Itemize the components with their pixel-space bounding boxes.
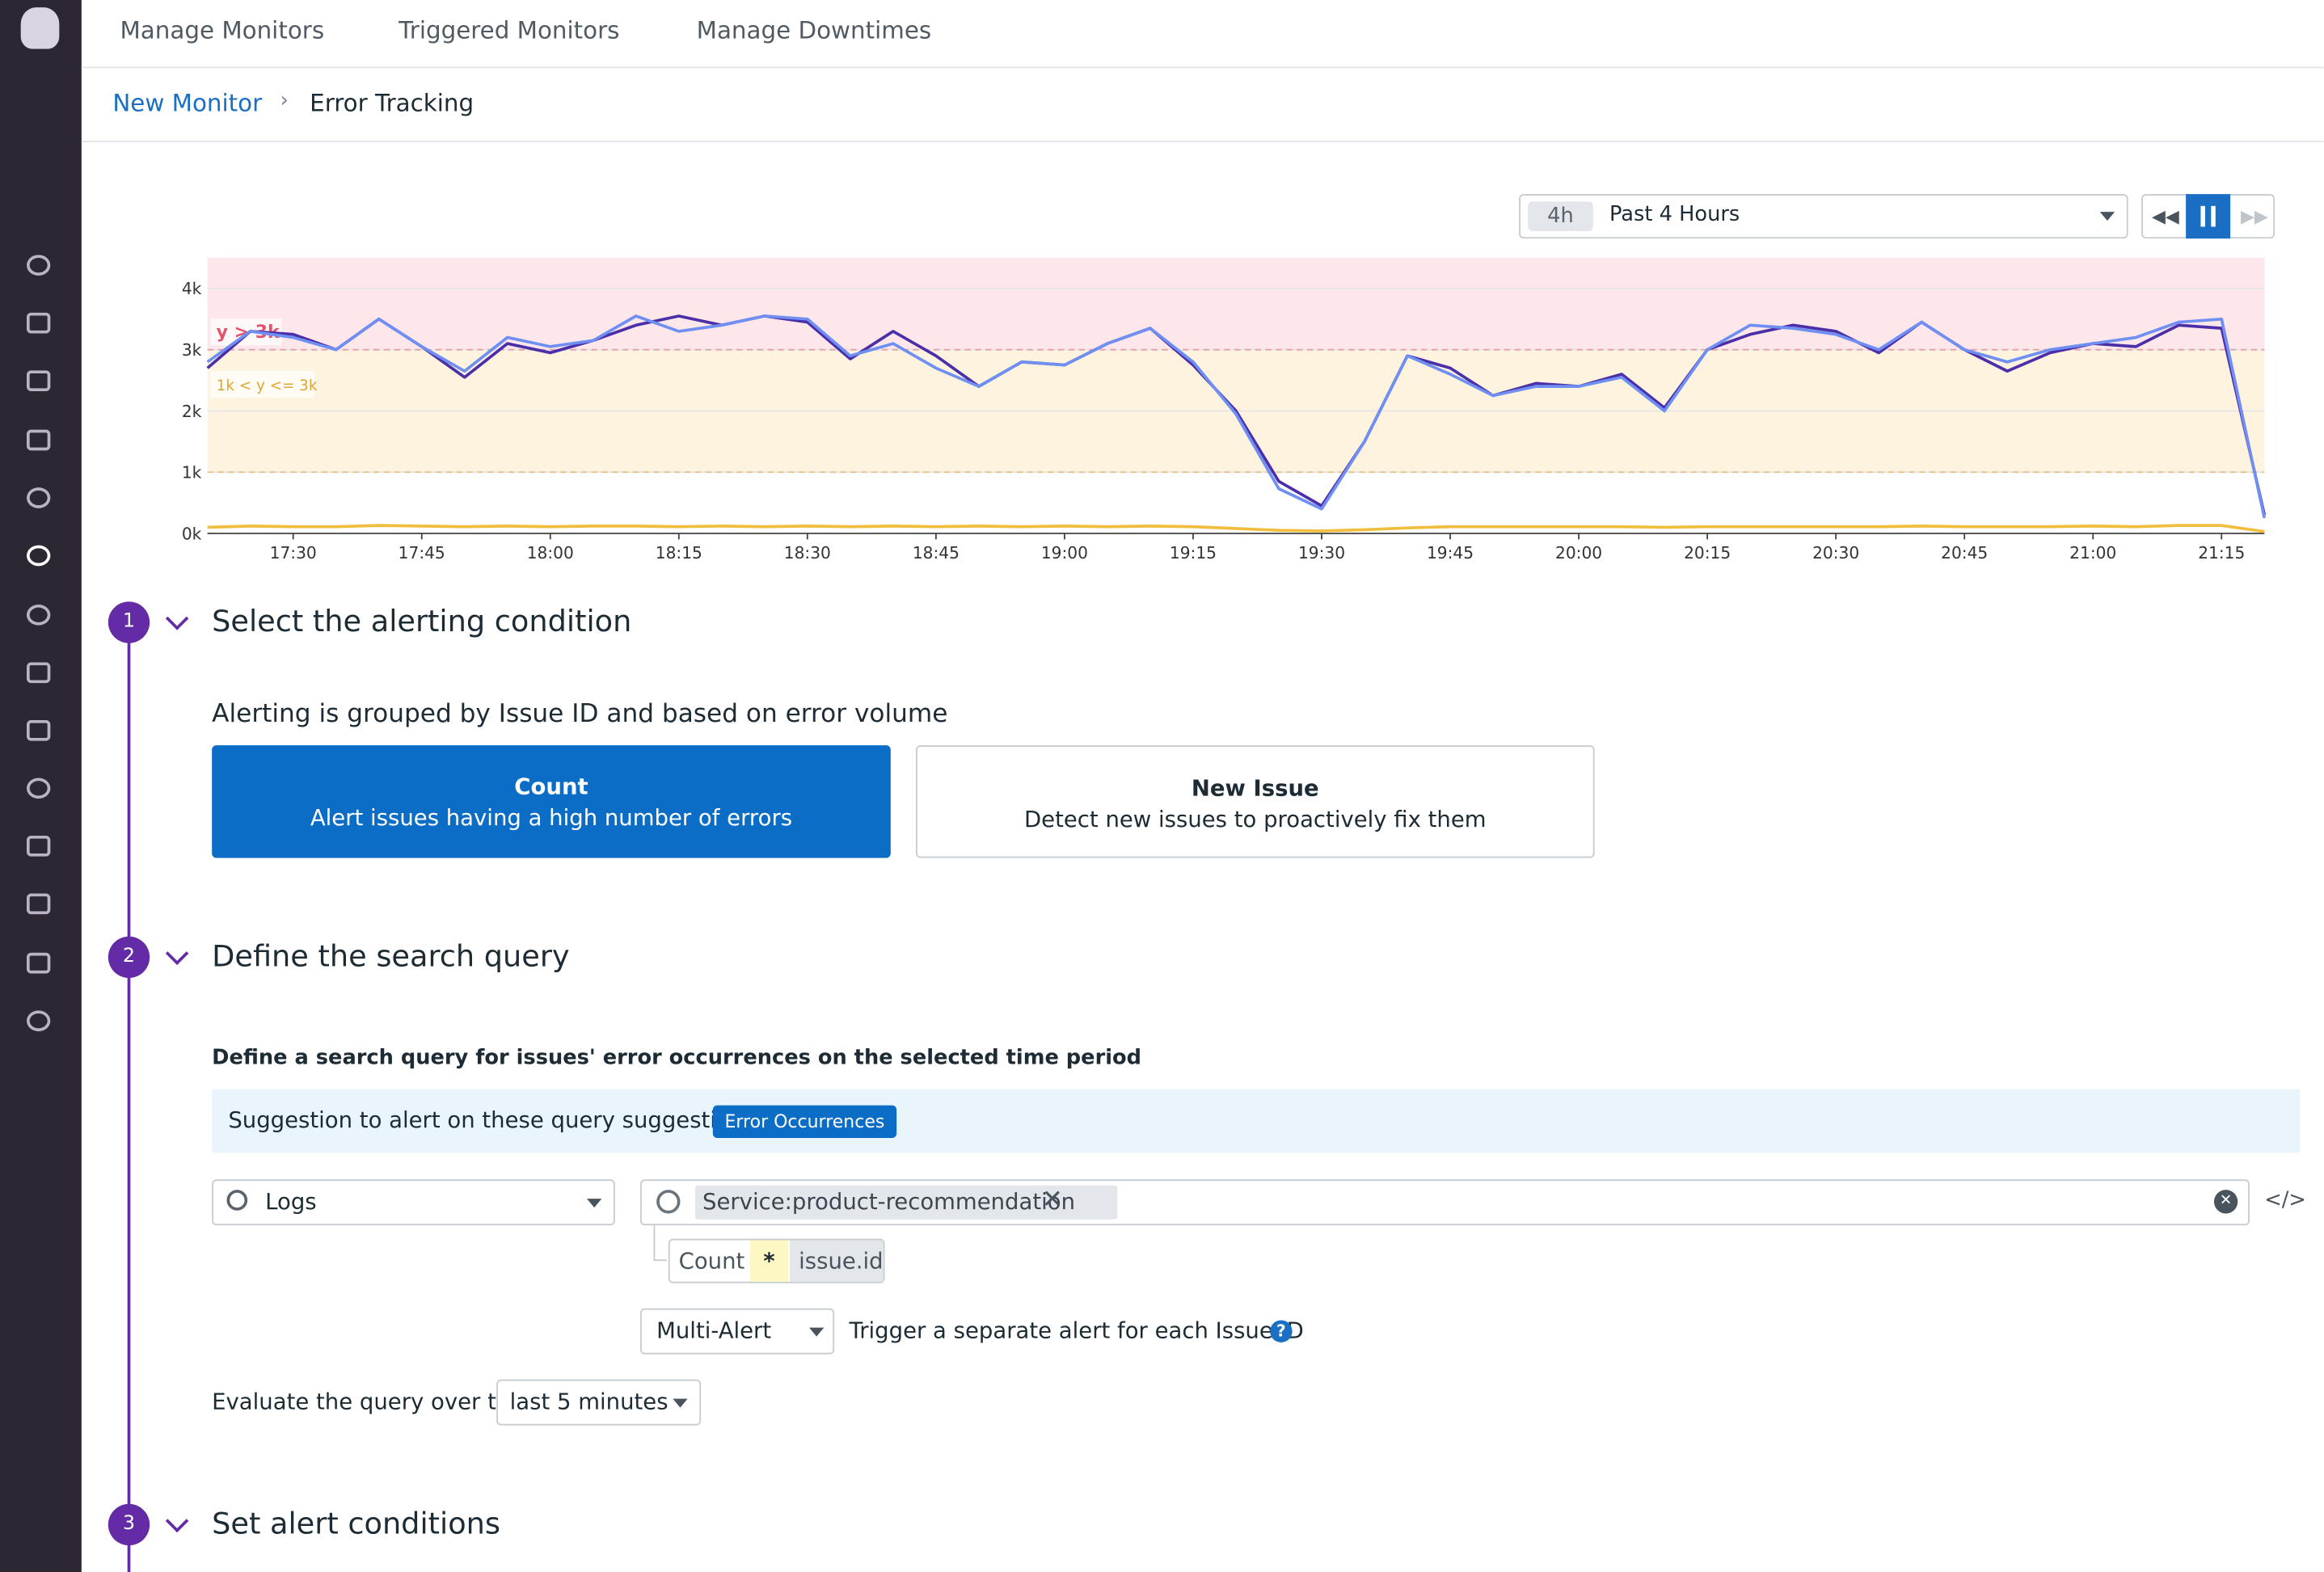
threshold-label: 1k < y <= 3k xyxy=(217,377,318,394)
collapse-chevron[interactable] xyxy=(166,607,189,630)
notebooks-icon[interactable] xyxy=(27,836,50,857)
y-tick-label: 1k xyxy=(182,463,202,483)
option-card-selected[interactable]: Count Alert issues having a high number … xyxy=(212,745,891,858)
x-tick-label: 19:30 xyxy=(1298,543,1345,563)
apm-icon[interactable] xyxy=(27,605,50,626)
settings-icon[interactable] xyxy=(27,1010,50,1031)
aggregation-field[interactable]: * xyxy=(750,1240,789,1281)
x-tick-label: 18:15 xyxy=(656,543,702,563)
x-tick-label: 20:15 xyxy=(1684,543,1731,563)
step-title: Set alert conditions xyxy=(212,1506,500,1541)
chart: 0k1k2k3k4ky > 3k1k < y <= 3k17:3017:4518… xyxy=(0,0,2324,592)
dropdown-caret xyxy=(587,1199,601,1207)
x-tick-label: 19:45 xyxy=(1427,543,1474,563)
dropdown-caret xyxy=(673,1399,687,1408)
connector xyxy=(653,1225,666,1261)
alert-type-note: Trigger a separate alert for each Issue … xyxy=(849,1317,1303,1344)
x-tick-label: 19:00 xyxy=(1041,543,1088,563)
query-heading: Define a search query for issues' error … xyxy=(212,1046,1141,1069)
option-card[interactable]: New Issue Detect new issues to proactive… xyxy=(916,745,1595,858)
option-title: Count xyxy=(212,773,891,800)
dropdown-caret xyxy=(809,1328,824,1337)
collapse-chevron[interactable] xyxy=(166,1510,189,1533)
logs-icon xyxy=(226,1190,247,1211)
x-tick-label: 20:00 xyxy=(1555,543,1602,563)
group-by[interactable]: issue.id xyxy=(790,1240,883,1281)
aggregation-function[interactable]: Count xyxy=(679,1248,745,1275)
logs-icon[interactable] xyxy=(27,720,50,741)
evaluate-label: Evaluate the query over the xyxy=(212,1389,524,1415)
clear-button[interactable]: ✕ xyxy=(2214,1190,2238,1213)
step-title: Define the search query xyxy=(212,938,569,973)
step-title: Select the alerting condition xyxy=(212,603,631,638)
step-number: 3 xyxy=(108,1504,150,1545)
x-tick-label: 21:00 xyxy=(2069,543,2116,563)
series-line xyxy=(208,525,2265,532)
option-title: New Issue xyxy=(917,775,1593,802)
y-tick-label: 0k xyxy=(182,524,202,543)
x-tick-label: 18:45 xyxy=(913,543,960,563)
x-tick-label: 19:15 xyxy=(1170,543,1217,563)
y-tick-label: 4k xyxy=(182,279,202,298)
x-tick-label: 18:30 xyxy=(784,543,831,563)
rum-icon[interactable] xyxy=(27,893,50,914)
search-icon xyxy=(656,1190,680,1213)
extensions-icon[interactable] xyxy=(27,662,50,683)
synthetics-icon[interactable] xyxy=(27,778,50,799)
step-number: 2 xyxy=(108,937,150,978)
evaluate-value: last 5 minutes xyxy=(510,1389,669,1415)
x-tick-label: 21:15 xyxy=(2198,543,2245,563)
security-icon[interactable] xyxy=(27,953,50,974)
y-tick-label: 3k xyxy=(182,340,202,360)
x-tick-label: 20:45 xyxy=(1941,543,1988,563)
code-toggle[interactable]: </> xyxy=(2264,1188,2306,1212)
step-number: 1 xyxy=(108,601,150,643)
collapse-chevron[interactable] xyxy=(166,942,189,965)
x-tick-label: 20:30 xyxy=(1812,543,1859,563)
x-tick-label: 17:30 xyxy=(270,543,317,563)
alerting-intro: Alerting is grouped by Issue ID and base… xyxy=(212,699,947,729)
step-rail xyxy=(128,622,131,1572)
option-description: Detect new issues to proactively fix the… xyxy=(917,806,1593,832)
y-tick-label: 2k xyxy=(182,402,202,421)
source-value: Logs xyxy=(265,1188,316,1215)
x-tick-label: 18:00 xyxy=(527,543,574,563)
help-icon[interactable]: ? xyxy=(1270,1320,1292,1342)
filter-remove[interactable]: ✕ xyxy=(1042,1186,1063,1216)
alert-type-value: Multi-Alert xyxy=(656,1317,771,1344)
threshold-band xyxy=(208,258,2265,350)
x-tick-label: 17:45 xyxy=(399,543,445,563)
suggestion-tag[interactable]: Error Occurrences xyxy=(713,1106,896,1138)
option-description: Alert issues having a high number of err… xyxy=(212,804,891,831)
suggestion-text: Suggestion to alert on these query sugge… xyxy=(228,1106,762,1133)
